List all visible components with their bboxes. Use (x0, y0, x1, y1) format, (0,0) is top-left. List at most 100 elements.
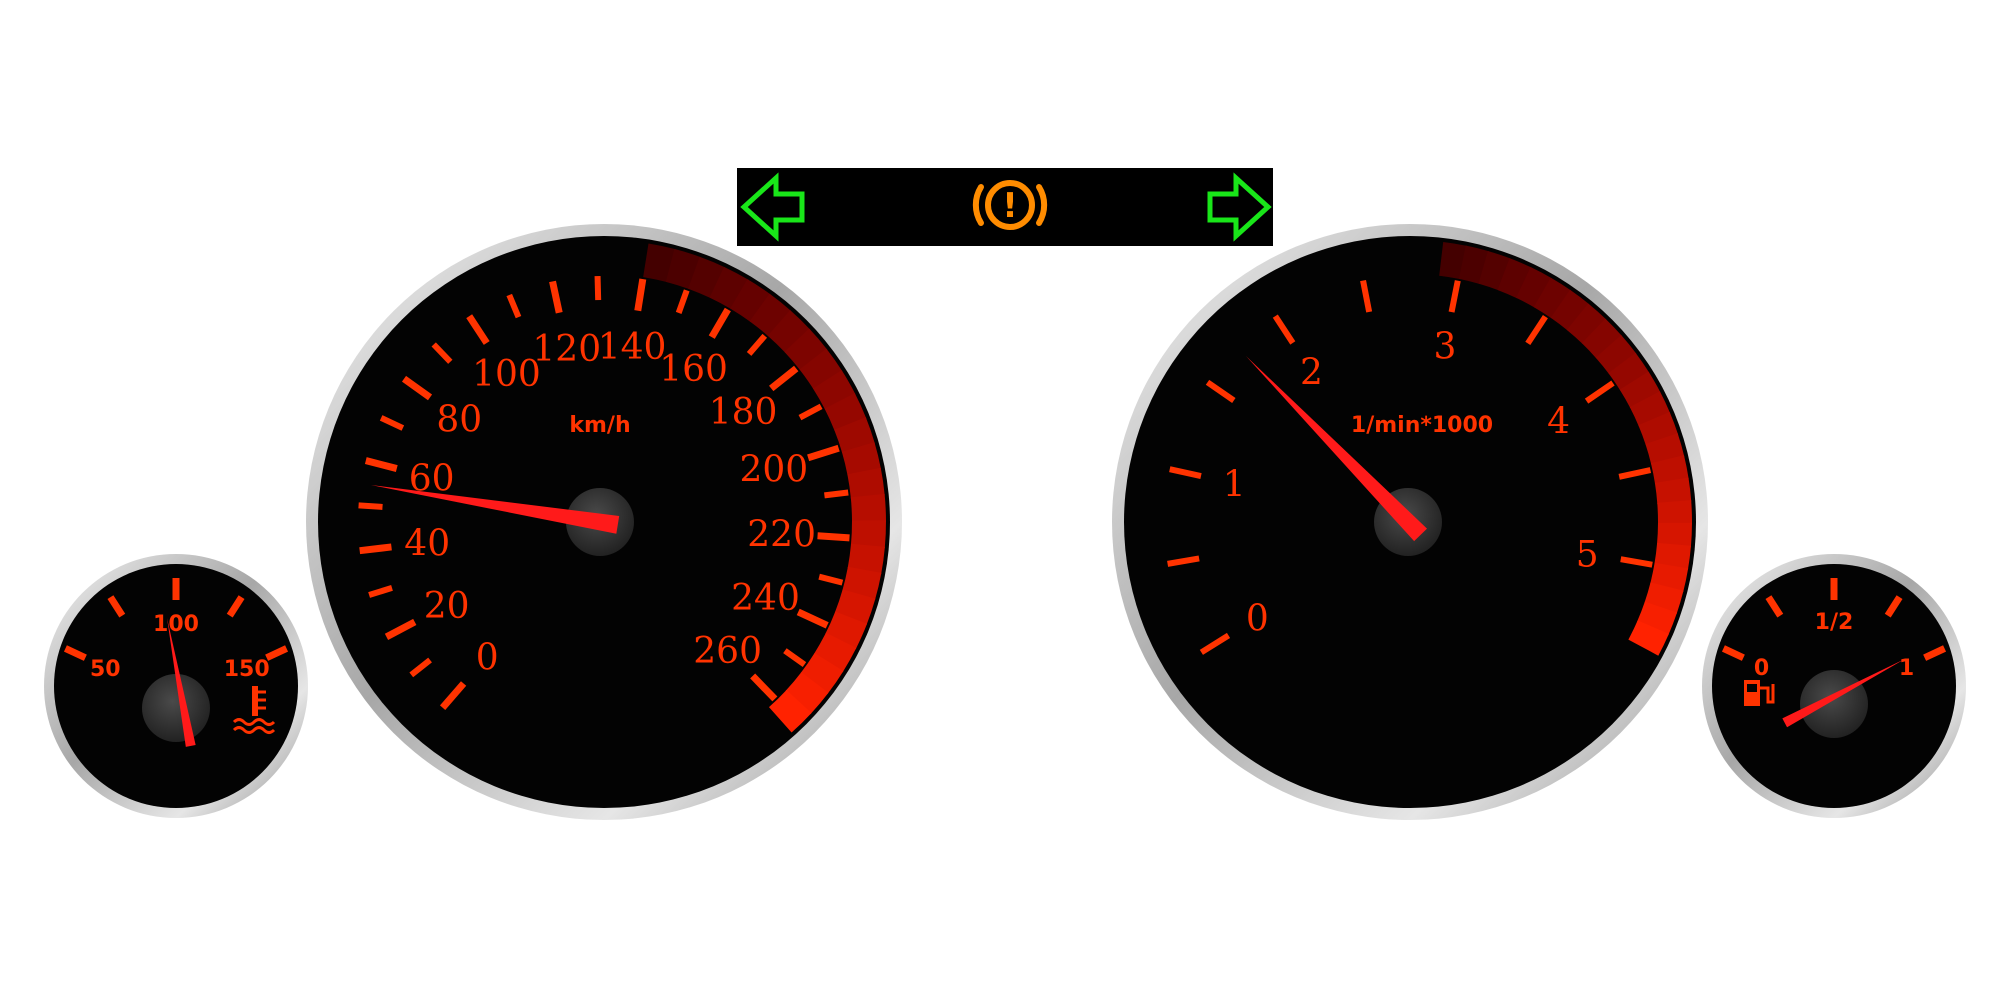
tachometer-tick (1620, 556, 1653, 568)
tachometer-redzone (1657, 522, 1692, 548)
tachometer-redzone (1478, 250, 1511, 291)
speedometer-scale-label: 80 (436, 399, 482, 440)
tachometer-redzone (1533, 277, 1572, 319)
brake-warning-symbol: ! (1002, 186, 1018, 226)
speedometer-redzone (730, 279, 771, 322)
speedometer-minor-tick (594, 276, 602, 301)
temperature-gauge: 50 100 150 (44, 554, 308, 818)
speedometer-scale-label: 240 (731, 578, 800, 619)
tachometer-scale-label: 5 (1576, 534, 1599, 575)
speedometer-redzone (784, 328, 828, 371)
fuel-gauge: 0 1/2 1 (1702, 554, 1966, 818)
speedometer-major-tick (401, 375, 433, 401)
tachometer-scale-label: 1 (1223, 464, 1246, 505)
tachometer-redzone (1550, 289, 1590, 331)
speedometer-unit-label: km/h (569, 413, 630, 438)
speedometer-minor-tick (818, 573, 844, 586)
tachometer-redzone (1581, 318, 1623, 359)
tachometer-redzone (1619, 371, 1661, 409)
speedometer-major-tick (750, 673, 778, 702)
temperature-gauge-scale-label: 100 (153, 612, 199, 637)
speedometer-major-tick (439, 681, 467, 710)
speedometer-minor-tick (675, 289, 690, 314)
speedometer-scale-label: 0 (476, 637, 499, 678)
temperature-gauge-needle (167, 618, 196, 747)
speedometer-redzone (834, 417, 875, 453)
fuel-gauge-scale-label: 1 (1899, 656, 1914, 681)
speedometer-needle (370, 485, 620, 534)
speedometer-redzone (847, 543, 885, 575)
speedometer-redzone (799, 348, 843, 390)
speedometer-minor-tick (783, 648, 807, 668)
tachometer-tick (1584, 380, 1615, 404)
coolant-temperature-icon (232, 686, 276, 734)
tachometer-redzone (1650, 455, 1689, 485)
tachometer-redzone (1439, 241, 1468, 280)
left-turn-arrow-icon (740, 172, 805, 242)
tachometer-redzone (1628, 620, 1669, 656)
speedometer-redzone (813, 632, 857, 673)
tachometer-needle (1245, 355, 1428, 542)
speedometer-major-tick (466, 314, 490, 345)
tachometer-tick (1360, 279, 1373, 313)
speedometer-minor-tick (431, 342, 453, 364)
tachometer-tick (1205, 379, 1236, 403)
fuel-gauge-tick (1923, 645, 1947, 661)
speedometer-redzone (709, 266, 749, 310)
speedometer-major-tick (796, 608, 829, 629)
speedometer-major-tick (634, 278, 647, 312)
speedometer-major-tick (817, 532, 850, 542)
tachometer-redzone (1654, 542, 1692, 570)
fuel-gauge-scale-label: 1/2 (1815, 610, 1854, 635)
speedometer-redzone (850, 493, 886, 522)
tachometer-tick (1448, 280, 1461, 313)
tachometer-tick (1167, 555, 1200, 567)
speedometer-minor-tick (506, 293, 522, 319)
speedometer-scale-label: 100 (472, 354, 541, 395)
temperature-gauge-scale-label: 50 (90, 657, 121, 682)
speedometer-redzone (825, 611, 868, 650)
speedometer-redzone (749, 293, 792, 337)
tachometer-redzone (1566, 303, 1607, 345)
temperature-gauge-tick (265, 645, 289, 661)
tachometer-tick (1272, 314, 1296, 345)
tachometer: 0 1 2 3 4 5 1/min*1000 (1112, 224, 1708, 820)
speedometer-redzone (850, 520, 887, 549)
speedometer-scale-label: 220 (747, 514, 816, 555)
tachometer-redzone (1608, 352, 1650, 391)
speedometer-redzone (841, 442, 882, 476)
speedometer-scale-label: 260 (693, 631, 762, 672)
speedometer-minor-tick (746, 333, 768, 356)
speedometer-scale-label: 120 (532, 329, 601, 370)
tachometer-redzone (1629, 391, 1671, 427)
speedometer-minor-tick (824, 489, 849, 499)
tachometer-redzone (1497, 258, 1532, 299)
speedometer-major-tick (549, 280, 563, 314)
fuel-gauge-tick (1765, 595, 1784, 618)
speedometer-minor-tick (798, 403, 823, 421)
tachometer-scale-label: 2 (1300, 352, 1323, 393)
temperature-gauge-hub (142, 674, 210, 742)
speedometer-scale-label: 200 (739, 450, 808, 491)
fuel-pump-icon (1744, 680, 1775, 706)
speedometer-minor-tick (379, 415, 405, 431)
tachometer-redzone (1595, 335, 1637, 375)
speedometer-redzone (842, 566, 882, 601)
speedometer-major-tick (384, 618, 417, 641)
tachometer-redzone (1637, 601, 1678, 636)
fuel-gauge-scale-label: 0 (1754, 656, 1769, 681)
speedometer-redzone (643, 243, 676, 283)
speedometer-major-tick (769, 365, 799, 392)
tachometer-scale-label: 4 (1547, 401, 1570, 442)
speedometer-major-tick (807, 444, 840, 462)
temperature-gauge-tick (226, 595, 245, 618)
temperature-gauge-scale-label: 150 (224, 657, 270, 682)
fuel-gauge-hub (1800, 670, 1868, 738)
speedometer-redzone (785, 672, 829, 715)
fuel-gauge-needle (1782, 658, 1905, 728)
right-turn-arrow-icon (1207, 172, 1272, 242)
fuel-gauge-tick (1721, 645, 1745, 661)
speedometer-minor-tick (368, 585, 393, 598)
